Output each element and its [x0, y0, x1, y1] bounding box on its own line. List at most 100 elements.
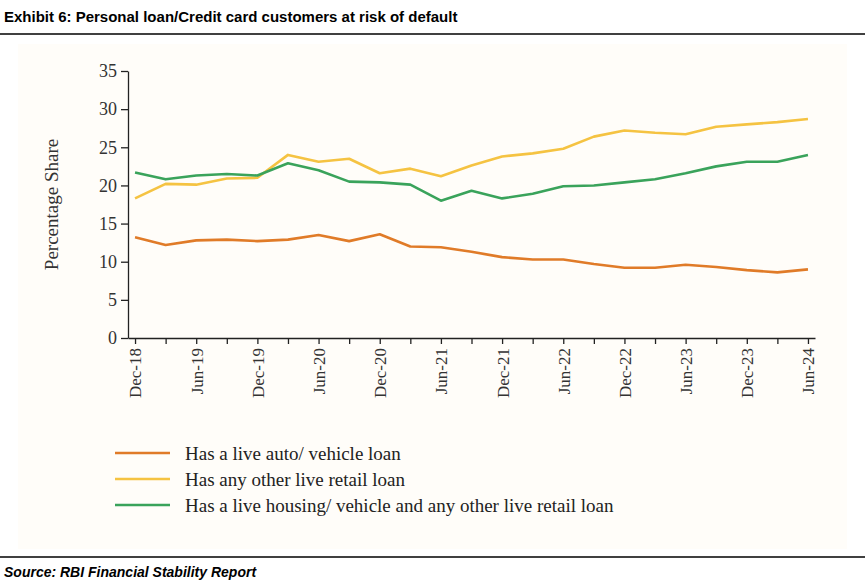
x-tick [410, 338, 411, 344]
title-rule [0, 33, 865, 35]
y-tick: 5 [108, 290, 128, 310]
source-rule [0, 556, 865, 558]
y-axis: 0 5 10 15 20 25 30 35 [99, 61, 129, 348]
x-tick-mark [380, 338, 381, 344]
x-tick: Jun-23 [677, 338, 696, 394]
x-tick [594, 338, 595, 344]
x-tick-mark [318, 338, 319, 344]
x-tick [533, 338, 534, 344]
y-axis-title: Percentage Share [41, 139, 62, 270]
legend-label: Has a live housing/ vehicle and any othe… [185, 495, 614, 516]
y-tick-label: 10 [99, 252, 117, 272]
x-tick-label: Jun-19 [188, 348, 207, 394]
x-tick [716, 338, 717, 344]
y-tick: 30 [99, 99, 128, 119]
legend-swatch [115, 452, 170, 455]
y-tick-mark [121, 109, 128, 110]
x-tick [777, 338, 778, 344]
series-line [135, 155, 808, 201]
x-tick: Dec-18 [126, 338, 145, 398]
y-tick-mark [121, 300, 128, 301]
x-tick-mark [594, 338, 595, 344]
y-tick-mark [121, 338, 128, 339]
x-tick [349, 338, 350, 344]
x-tick-mark [165, 338, 166, 344]
y-tick-mark [121, 71, 128, 72]
x-tick [655, 338, 656, 344]
x-tick-mark [257, 338, 258, 344]
y-tick: 25 [99, 138, 128, 158]
x-tick: Dec-23 [738, 338, 757, 398]
legend-swatch [115, 504, 170, 507]
x-tick [472, 338, 473, 344]
x-tick-mark [441, 338, 442, 344]
chart-background [18, 44, 847, 549]
y-tick-label: 20 [99, 176, 117, 196]
y-tick-label: 25 [99, 138, 117, 158]
x-tick-mark [624, 338, 625, 344]
x-tick-mark [349, 338, 350, 344]
legend: Has a live auto/ vehicle loanHas any oth… [115, 443, 614, 516]
x-tick-mark [410, 338, 411, 344]
x-axis: Dec-18 Jun-19 Dec-19 Jun-20 Dec-20 Jun-21 Dec-… [126, 338, 818, 398]
y-tick-mark [121, 147, 128, 148]
x-tick-label: Dec-21 [494, 348, 513, 398]
x-tick-mark [655, 338, 656, 344]
x-tick-label: Dec-23 [738, 348, 757, 398]
legend-swatch [115, 478, 170, 481]
y-tick-label: 5 [108, 290, 117, 310]
y-tick-label: 35 [99, 61, 117, 81]
x-tick-label: Jun-21 [432, 348, 451, 394]
x-tick-label: Jun-22 [555, 348, 574, 394]
y-tick: 10 [99, 252, 128, 272]
x-tick-label: Jun-24 [799, 348, 818, 395]
x-tick-mark [227, 338, 228, 344]
y-tick-label: 15 [99, 214, 117, 234]
y-tick-mark [121, 262, 128, 263]
x-tick: Dec-19 [249, 338, 268, 398]
y-tick: 15 [99, 214, 128, 234]
x-tick-label: Jun-23 [677, 348, 696, 394]
x-tick: Jun-19 [188, 338, 207, 394]
x-tick-mark [196, 338, 197, 344]
x-tick-mark [471, 338, 472, 344]
y-tick-label: 30 [99, 99, 117, 119]
x-tick: Jun-22 [555, 338, 574, 394]
chart: Exhibit 6: Personal loan/Credit card cus… [0, 0, 865, 588]
x-tick-mark [502, 338, 503, 344]
x-tick: Dec-20 [371, 338, 390, 398]
x-tick: Jun-20 [310, 338, 329, 394]
x-tick: Jun-24 [799, 338, 818, 394]
y-tick-label: 0 [108, 328, 117, 348]
series-line [135, 234, 808, 272]
x-tick-label: Dec-18 [126, 348, 145, 398]
x-tick [166, 338, 167, 344]
y-axis-line [128, 72, 129, 339]
x-tick: Dec-21 [494, 338, 513, 398]
x-tick-mark [808, 338, 809, 344]
x-tick-label: Dec-19 [249, 348, 268, 398]
x-tick: Dec-22 [616, 338, 635, 398]
series-line [135, 119, 808, 198]
legend-label: Has any other live retail loan [185, 469, 406, 490]
y-tick: 0 [108, 328, 128, 348]
source: Source: RBI Financial Stability Report [4, 564, 257, 580]
x-tick-mark [135, 338, 136, 344]
y-tick: 20 [99, 176, 128, 196]
x-tick-mark [716, 338, 717, 344]
x-tick-mark [563, 338, 564, 344]
x-tick [227, 338, 228, 344]
title: Exhibit 6: Personal loan/Credit card cus… [4, 8, 457, 25]
y-tick-mark [121, 223, 128, 224]
x-tick [288, 338, 289, 344]
x-tick-label: Dec-22 [616, 348, 635, 398]
y-tick-mark [121, 185, 128, 186]
x-tick-mark [747, 338, 748, 344]
x-tick-label: Dec-20 [371, 348, 390, 398]
y-tick: 35 [99, 61, 128, 81]
x-tick-label: Jun-20 [310, 348, 329, 394]
x-tick-mark [777, 338, 778, 344]
x-tick-mark [288, 338, 289, 344]
plot-area [135, 119, 808, 272]
x-tick-mark [533, 338, 534, 344]
